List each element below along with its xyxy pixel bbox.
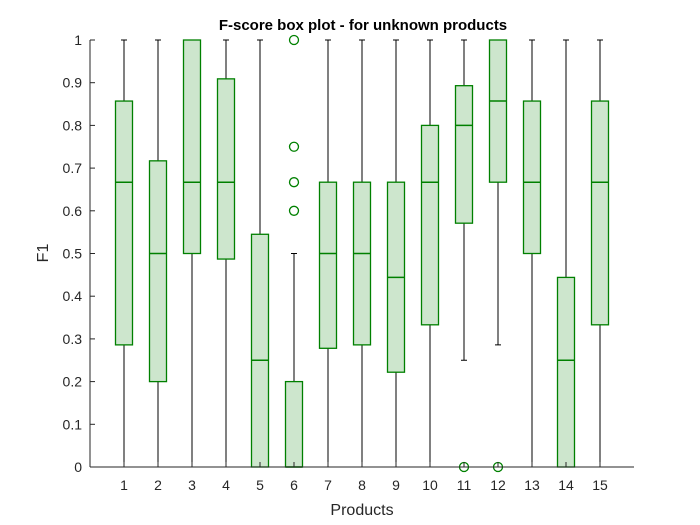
y-axis-label: F1 bbox=[35, 244, 52, 263]
box-group-11 bbox=[454, 39, 474, 473]
box-10 bbox=[420, 124, 440, 326]
box-2 bbox=[148, 160, 168, 383]
y-tick-label: 0.2 bbox=[63, 374, 83, 390]
y-tick-label: 0.3 bbox=[63, 331, 83, 347]
outlier-point bbox=[288, 177, 300, 188]
x-tick-label: 12 bbox=[490, 477, 506, 493]
box-group-15 bbox=[590, 39, 610, 468]
box-15 bbox=[590, 100, 610, 326]
x-axis-label: Products bbox=[330, 502, 393, 519]
box-group-3 bbox=[182, 39, 202, 468]
y-tick-label: 1 bbox=[74, 32, 82, 48]
box-7 bbox=[318, 181, 338, 349]
axes: 00.10.20.30.40.50.60.70.80.911 2 3 4 5 6 7 8 9 10… bbox=[63, 32, 634, 493]
y-tick-label: 0.5 bbox=[63, 246, 83, 262]
box-group-12 bbox=[488, 39, 508, 473]
box-group-8 bbox=[352, 39, 372, 468]
box-group-7 bbox=[318, 39, 338, 468]
box-13 bbox=[522, 100, 542, 255]
box-group-13 bbox=[522, 39, 542, 468]
x-tick-label: 2 bbox=[154, 477, 162, 493]
y-tick-label: 0.1 bbox=[63, 416, 83, 432]
y-tick-label: 0 bbox=[74, 459, 82, 475]
box-group-1 bbox=[114, 39, 134, 468]
x-tick-label: 5 bbox=[256, 477, 264, 493]
y-tick-label: 0.8 bbox=[63, 117, 83, 133]
box-group-9 bbox=[386, 39, 406, 468]
outlier-point bbox=[288, 205, 300, 216]
x-tick-label: 9 bbox=[392, 477, 400, 493]
box-group-10 bbox=[420, 39, 440, 468]
chart-title: F-score box plot - for unknown products bbox=[219, 17, 507, 34]
box-6 bbox=[284, 380, 304, 468]
box-8 bbox=[352, 181, 372, 346]
box-group-2 bbox=[148, 39, 168, 468]
x-tick-label: 13 bbox=[524, 477, 540, 493]
x-tick-label: 1 bbox=[120, 477, 128, 493]
box-14 bbox=[556, 276, 576, 468]
box-4 bbox=[216, 78, 236, 260]
x-tick-label: 11 bbox=[457, 477, 472, 493]
box-group-6 bbox=[284, 34, 304, 468]
outlier-point bbox=[288, 34, 300, 46]
x-tick-label: 6 bbox=[290, 477, 298, 493]
box-12 bbox=[488, 39, 508, 183]
box-11 bbox=[454, 85, 474, 224]
x-tick-label: 4 bbox=[222, 477, 230, 493]
box-3 bbox=[182, 39, 202, 255]
y-tick-label: 0.9 bbox=[63, 75, 83, 91]
box-group-14 bbox=[556, 39, 576, 468]
x-tick-label: 3 bbox=[188, 477, 196, 493]
y-tick-label: 0.4 bbox=[63, 288, 83, 304]
x-tick-label: 8 bbox=[358, 477, 366, 493]
y-tick-label: 0.6 bbox=[63, 203, 83, 219]
x-tick-label: 15 bbox=[592, 477, 608, 493]
box-5 bbox=[250, 233, 270, 468]
box-1 bbox=[114, 100, 134, 346]
x-tick-label: 14 bbox=[558, 477, 574, 493]
y-tick-label: 0.7 bbox=[63, 160, 83, 176]
x-tick-label: 7 bbox=[324, 477, 332, 493]
x-tick-label: 10 bbox=[422, 477, 438, 493]
outlier-point bbox=[288, 141, 300, 152]
box-group-5 bbox=[250, 39, 270, 468]
box-group-4 bbox=[216, 39, 236, 468]
plot-area bbox=[114, 34, 610, 473]
